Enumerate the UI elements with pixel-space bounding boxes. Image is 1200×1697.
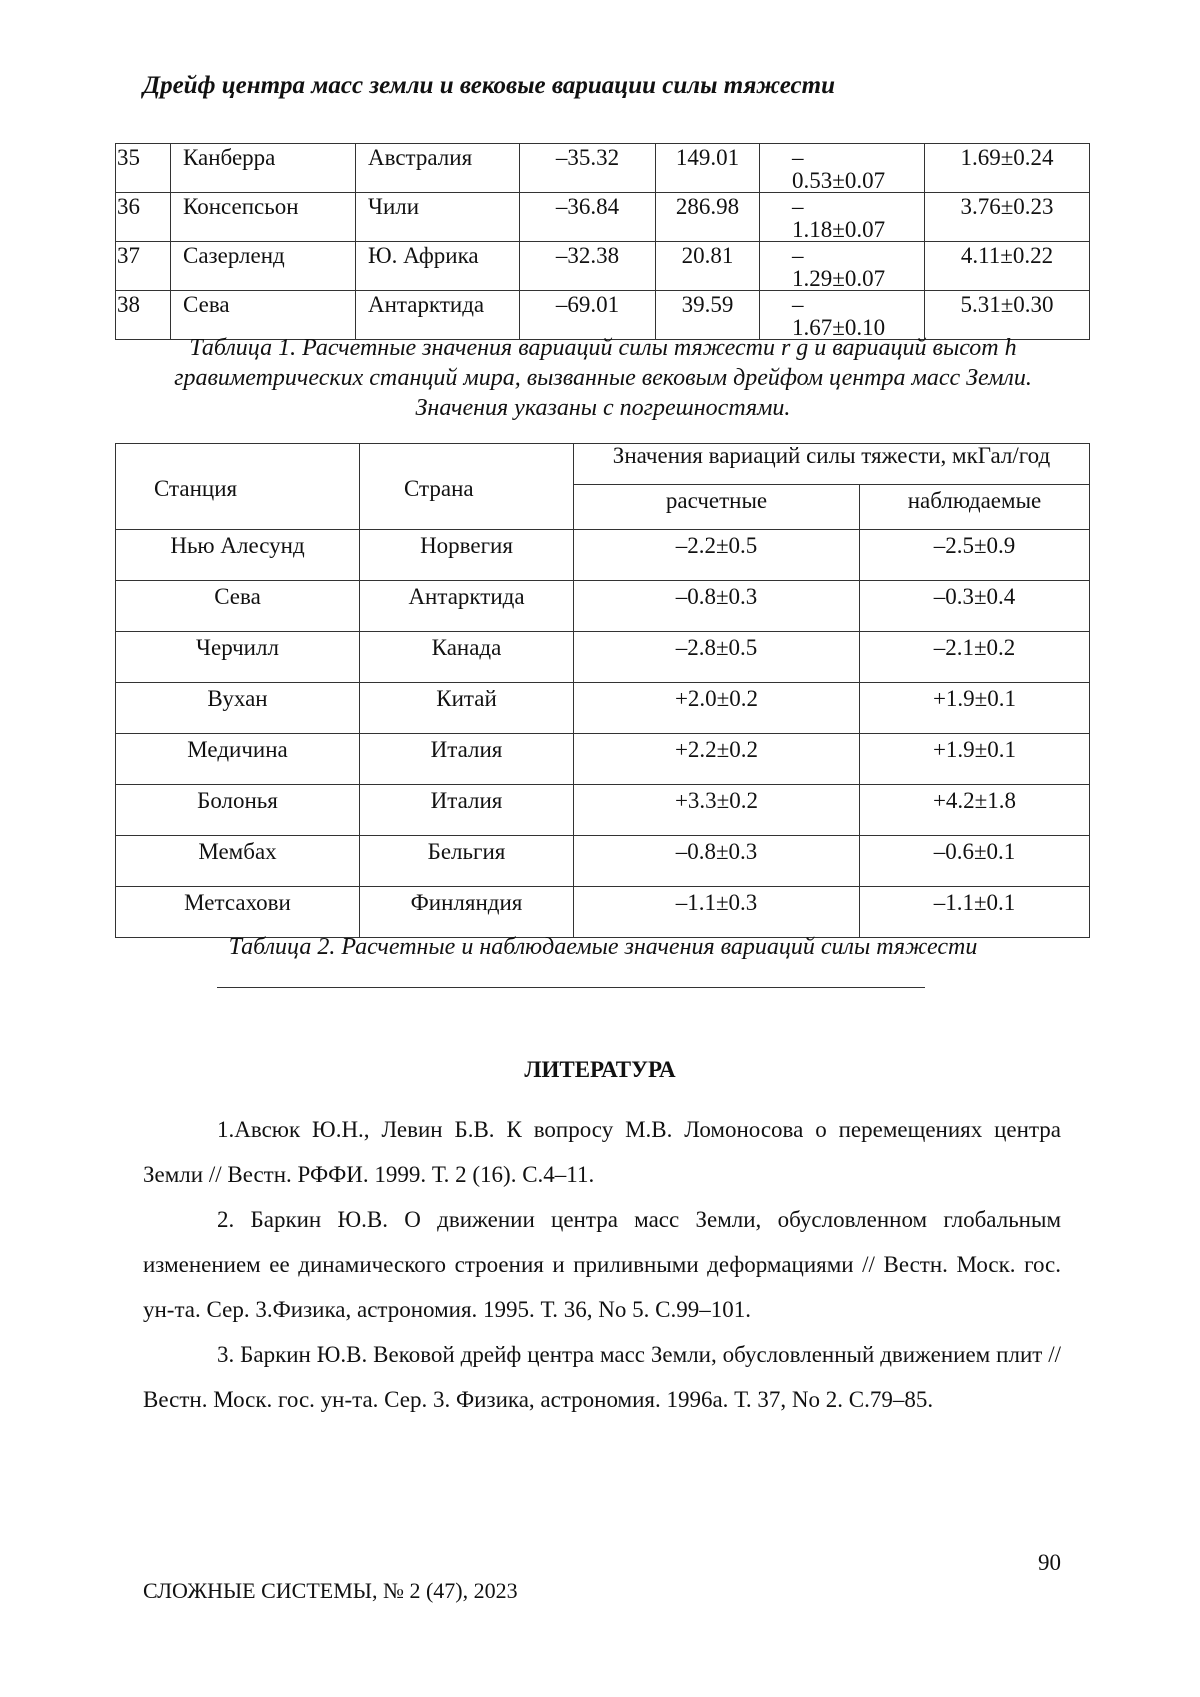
table-cell: +3.3±0.2	[574, 785, 860, 836]
header-cell: расчетные	[574, 485, 860, 530]
table-cell: Метсахови	[116, 887, 360, 938]
header-cell: Значения вариаций силы тяжести, мкГал/го…	[574, 444, 1090, 485]
table-cell: Нью Алесунд	[116, 530, 360, 581]
table-cell: –1.18±0.07	[760, 193, 925, 242]
page-number: 90	[1038, 1550, 1061, 1576]
table-cell: Канада	[360, 632, 574, 683]
table-cell: Канберра	[171, 144, 356, 193]
table-cell: Ю. Африка	[356, 242, 520, 291]
cell-line: –	[792, 195, 918, 218]
table-cell: Медичина	[116, 734, 360, 785]
table-cell: Китай	[360, 683, 574, 734]
table-cell: Консепсьон	[171, 193, 356, 242]
table-cell: –1.1±0.3	[574, 887, 860, 938]
table-cell: –0.8±0.3	[574, 836, 860, 887]
table-cell: –0.8±0.3	[574, 581, 860, 632]
table-cell: 36	[116, 193, 171, 242]
table-cell: 286.98	[656, 193, 760, 242]
table-row: 35КанберраАвстралия–35.32149.01–0.53±0.0…	[116, 144, 1090, 193]
table-cell: +2.2±0.2	[574, 734, 860, 785]
cell-line: –	[792, 293, 918, 316]
table-cell: Сазерленд	[171, 242, 356, 291]
separator	[217, 987, 925, 988]
table-cell: Италия	[360, 785, 574, 836]
table-row: Нью АлесундНорвегия–2.2±0.5–2.5±0.9	[116, 530, 1090, 581]
table-cell: –2.5±0.9	[860, 530, 1090, 581]
table-cell: Антарктида	[360, 581, 574, 632]
table-cell: Болонья	[116, 785, 360, 836]
table-cell: 3.76±0.23	[925, 193, 1090, 242]
table-cell: 37	[116, 242, 171, 291]
table-cell: Бельгия	[360, 836, 574, 887]
table-row: МембахБельгия–0.8±0.3–0.6±0.1	[116, 836, 1090, 887]
table-1: 35КанберраАвстралия–35.32149.01–0.53±0.0…	[115, 143, 1090, 340]
table-cell: Италия	[360, 734, 574, 785]
table-2: Станция Страна Значения вариаций силы тя…	[115, 443, 1090, 938]
table-cell: –1.29±0.07	[760, 242, 925, 291]
table-cell: –1.1±0.1	[860, 887, 1090, 938]
table-cell: –0.6±0.1	[860, 836, 1090, 887]
table-cell: –36.84	[520, 193, 656, 242]
table-cell: –2.8±0.5	[574, 632, 860, 683]
table-cell: 149.01	[656, 144, 760, 193]
table-cell: –2.2±0.5	[574, 530, 860, 581]
header-row: Станция Страна Значения вариаций силы тя…	[116, 444, 1090, 485]
table-row: ВуханКитай+2.0±0.2+1.9±0.1	[116, 683, 1090, 734]
table-cell: 20.81	[656, 242, 760, 291]
references-title: ЛИТЕРАТУРА	[0, 1057, 1200, 1083]
table-row: 36КонсепсьонЧили–36.84286.98–1.18±0.073.…	[116, 193, 1090, 242]
table-cell: –0.3±0.4	[860, 581, 1090, 632]
cell-line: –	[792, 146, 918, 169]
table-cell: 4.11±0.22	[925, 242, 1090, 291]
table-cell: +1.9±0.1	[860, 734, 1090, 785]
journal-footer: СЛОЖНЫЕ СИСТЕМЫ, № 2 (47), 2023	[143, 1578, 518, 1604]
reference: 2. Баркин Ю.В. О движении центра масс Зе…	[143, 1197, 1061, 1332]
reference: 1.Авсюк Ю.Н., Левин Б.В. К вопросу М.В. …	[143, 1107, 1061, 1197]
table-row: 37СазерлендЮ. Африка–32.3820.81–1.29±0.0…	[116, 242, 1090, 291]
references: 1.Авсюк Ю.Н., Левин Б.В. К вопросу М.В. …	[143, 1107, 1061, 1422]
table-cell: –0.53±0.07	[760, 144, 925, 193]
table-row: МедичинаИталия+2.2±0.2+1.9±0.1	[116, 734, 1090, 785]
table-cell: Черчилл	[116, 632, 360, 683]
cell-line: 1.18±0.07	[792, 218, 918, 241]
cell-line: 0.53±0.07	[792, 169, 918, 192]
table-cell: +4.2±1.8	[860, 785, 1090, 836]
table-cell: Австралия	[356, 144, 520, 193]
cell-line: 1.29±0.07	[792, 267, 918, 290]
table-cell: –35.32	[520, 144, 656, 193]
table-row: СеваАнтарктида–0.8±0.3–0.3±0.4	[116, 581, 1090, 632]
table-cell: Норвегия	[360, 530, 574, 581]
table-cell: Чили	[356, 193, 520, 242]
table-cell: +2.0±0.2	[574, 683, 860, 734]
table-1-caption: Таблица 1. Расчетные значения вариаций с…	[143, 333, 1063, 423]
table-row: ЧерчиллКанада–2.8±0.5–2.1±0.2	[116, 632, 1090, 683]
table-cell: 35	[116, 144, 171, 193]
reference: 3. Баркин Ю.В. Вековой дрейф центра масс…	[143, 1332, 1061, 1422]
table-cell: –32.38	[520, 242, 656, 291]
table-cell: Мембах	[116, 836, 360, 887]
table-cell: –2.1±0.2	[860, 632, 1090, 683]
header-cell: Страна	[360, 444, 574, 530]
table-2-caption: Таблица 2. Расчетные и наблюдаемые значе…	[143, 932, 1063, 962]
cell-line: –	[792, 244, 918, 267]
table-cell: Сева	[116, 581, 360, 632]
table-row: МетсаховиФинляндия–1.1±0.3–1.1±0.1	[116, 887, 1090, 938]
table-cell: +1.9±0.1	[860, 683, 1090, 734]
header-cell: наблюдаемые	[860, 485, 1090, 530]
table-cell: Финляндия	[360, 887, 574, 938]
header-cell: Станция	[116, 444, 360, 530]
table-cell: 1.69±0.24	[925, 144, 1090, 193]
running-title: Дрейф центра масс земли и вековые вариац…	[143, 72, 835, 100]
table-row: БолоньяИталия+3.3±0.2+4.2±1.8	[116, 785, 1090, 836]
table-cell: Вухан	[116, 683, 360, 734]
